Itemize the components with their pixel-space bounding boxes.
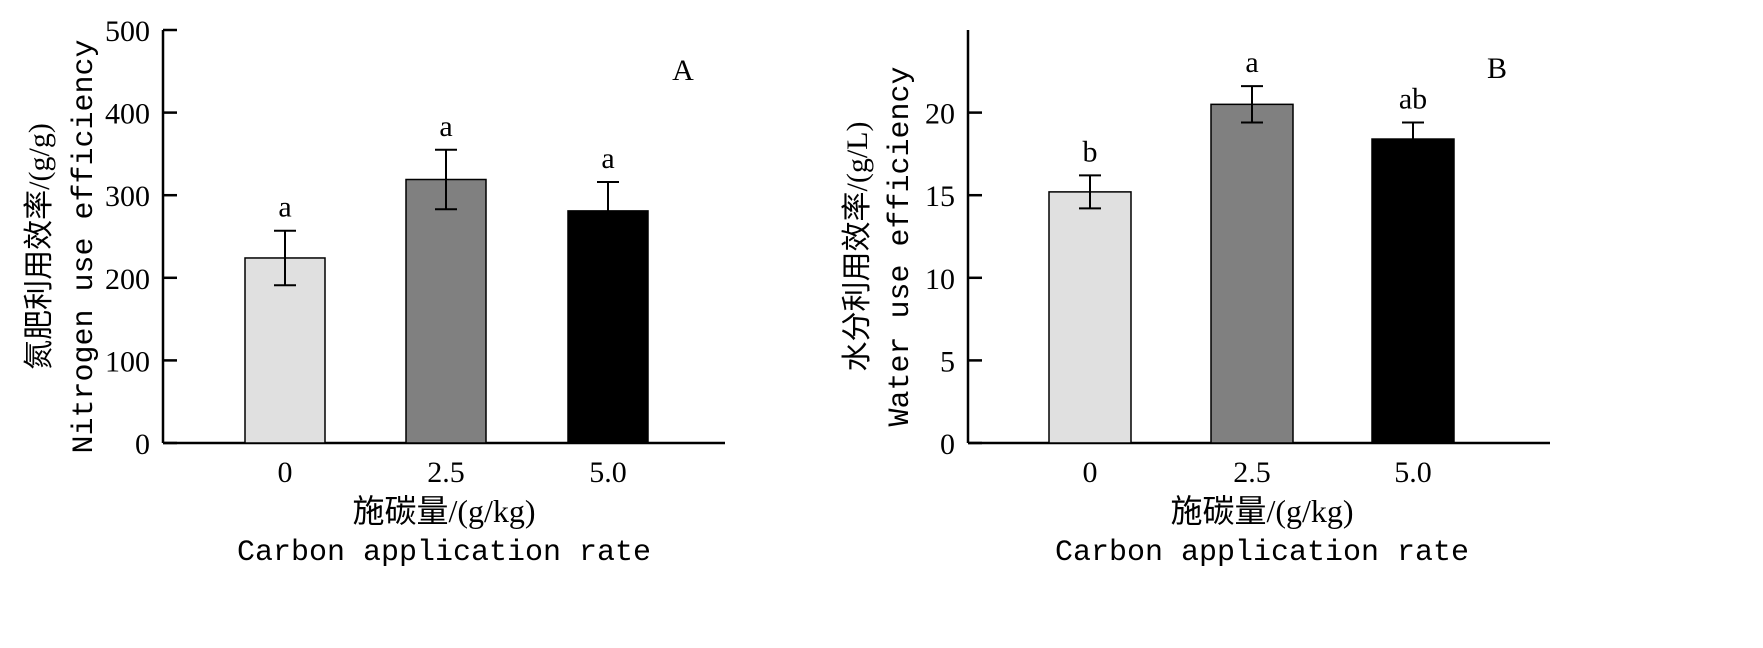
- x-axis-label-english: Carbon application rate: [237, 536, 651, 570]
- x-axis-label-english: Carbon application rate: [1055, 536, 1469, 570]
- y-tick-label: 200: [105, 263, 150, 296]
- y-tick-label: 0: [135, 428, 150, 461]
- x-axis-label-chinese: 施碳量/(g/kg): [1170, 493, 1353, 529]
- y-tick-label: 20: [925, 98, 955, 131]
- y-tick-label: 500: [105, 15, 150, 48]
- y-tick-label: 100: [105, 345, 150, 378]
- x-tick-label: 5.0: [589, 456, 627, 489]
- x-tick-label: 2.5: [1233, 456, 1271, 489]
- x-tick-label: 0: [1083, 456, 1098, 489]
- significance-letter: b: [1083, 135, 1098, 168]
- significance-letter: a: [1245, 46, 1258, 79]
- y-tick-label: 0: [940, 428, 955, 461]
- bar-0: [1048, 191, 1132, 444]
- significance-letter: a: [601, 142, 614, 175]
- significance-letter: ab: [1399, 83, 1427, 116]
- bar-0: [244, 257, 326, 444]
- y-axis-label-english: Nitrogen use efficiency: [68, 39, 102, 453]
- bar-2.5: [405, 178, 487, 444]
- bar-5.0: [1371, 138, 1455, 444]
- y-axis-label-chinese: 氮肥利用效率/(g/g): [23, 123, 56, 370]
- y-axis-label-english: Water use efficiency: [884, 66, 918, 426]
- y-tick-label: 5: [940, 345, 955, 378]
- y-axis-label-chinese: 水分利用效率/(g/L): [841, 122, 874, 372]
- x-tick-label: 0: [278, 456, 293, 489]
- bar-2.5: [1210, 103, 1294, 444]
- y-tick-label: 300: [105, 180, 150, 213]
- y-tick-label: 10: [925, 263, 955, 296]
- panel-label: B: [1487, 52, 1507, 85]
- y-tick-label: 15: [925, 180, 955, 213]
- chart-panel-a: 0 100 200 300 400 500 氮肥利用效率/(g/g) Nitrogen use…: [23, 15, 725, 570]
- x-tick-label: 5.0: [1394, 456, 1432, 489]
- x-axis-label-chinese: 施碳量/(g/kg): [352, 493, 535, 529]
- significance-letter: a: [439, 110, 452, 143]
- chart-panel-b: 0 5 10 15 20 水分利用效率/(g/L) Water use efficiency…: [841, 30, 1550, 570]
- significance-letter: a: [278, 191, 291, 224]
- bar-5.0: [567, 210, 649, 444]
- panel-label: A: [672, 54, 694, 87]
- x-tick-label: 2.5: [427, 456, 465, 489]
- y-tick-label: 400: [105, 98, 150, 131]
